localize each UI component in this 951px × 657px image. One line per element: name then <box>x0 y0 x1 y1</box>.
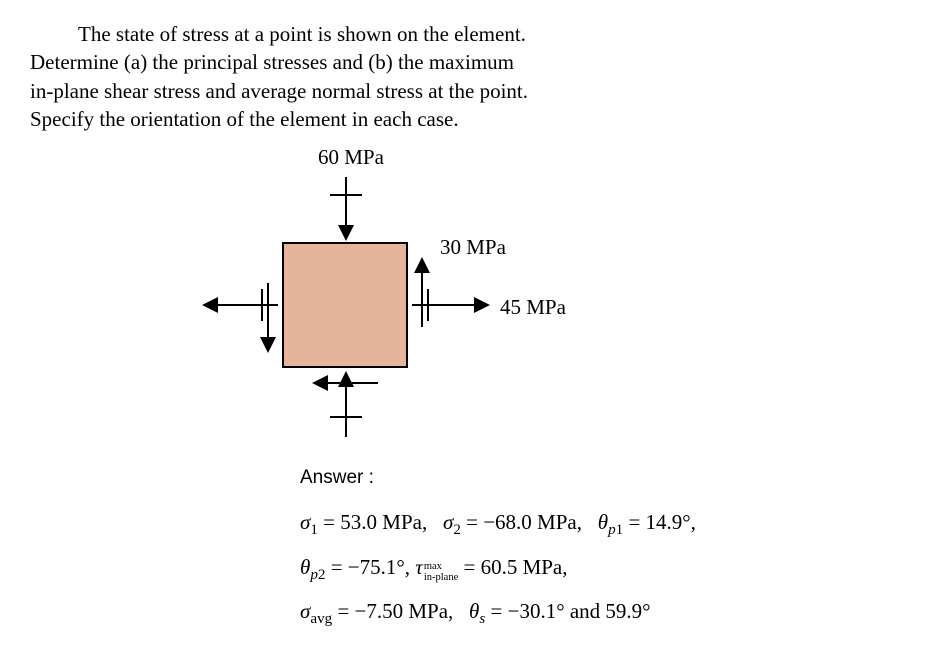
label-sigma-y: 60 MPa <box>318 145 384 170</box>
label-sigma-x: 45 MPa <box>500 295 566 320</box>
eq-7: = <box>491 599 508 623</box>
val-theta-p1: 14.9°, <box>646 510 696 534</box>
answer-block: Answer : σ1 = 53.0 MPa, σ2 = −68.0 MPa, … <box>300 459 921 634</box>
answer-row-3: σavg = −7.50 MPa, θs = −30.1° and 59.9° <box>300 590 921 634</box>
label-tau-xy: 30 MPa <box>440 235 506 260</box>
val-theta-s: −30.1° and 59.9° <box>508 599 651 623</box>
val-sigma2: −68.0 MPa, <box>483 510 582 534</box>
eq-2: = <box>466 510 483 534</box>
problem-statement: The state of stress at a point is shown … <box>30 20 921 133</box>
answer-row-2: θp2 = −75.1°, τmaxin-plane = 60.5 MPa, <box>300 546 921 590</box>
val-theta-p2: −75.1°, <box>348 555 410 579</box>
problem-line-3: in-plane shear stress and average normal… <box>30 79 528 103</box>
answer-row-1: σ1 = 53.0 MPa, σ2 = −68.0 MPa, θp1 = 14.… <box>300 501 921 545</box>
sym-tau-max: τmaxin-plane <box>415 555 458 579</box>
eq-4: = <box>331 555 348 579</box>
eq-1: = <box>323 510 340 534</box>
sym-sigma1: σ1 <box>300 510 318 534</box>
problem-line-2: Determine (a) the principal stresses and… <box>30 50 514 74</box>
val-sigma-avg: −7.50 MPa, <box>355 599 454 623</box>
eq-5: = <box>463 555 480 579</box>
val-sigma1: 53.0 MPa, <box>340 510 427 534</box>
sym-sigma2: σ2 <box>443 510 461 534</box>
problem-line-1: The state of stress at a point is shown … <box>30 20 921 48</box>
answer-heading: Answer : <box>300 459 921 497</box>
sym-sigma-avg: σavg <box>300 599 332 623</box>
eq-6: = <box>337 599 354 623</box>
sym-theta-s: θs <box>469 599 485 623</box>
stress-arrows <box>170 139 770 459</box>
sym-theta-p1: θp1 <box>598 510 623 534</box>
stress-element-diagram: 60 MPa 30 MPa 45 MPa <box>170 139 770 459</box>
eq-3: = <box>628 510 645 534</box>
sym-theta-p2: θp2 <box>300 555 325 579</box>
val-tau-max: 60.5 MPa, <box>481 555 568 579</box>
problem-line-4: Specify the orientation of the element i… <box>30 107 459 131</box>
